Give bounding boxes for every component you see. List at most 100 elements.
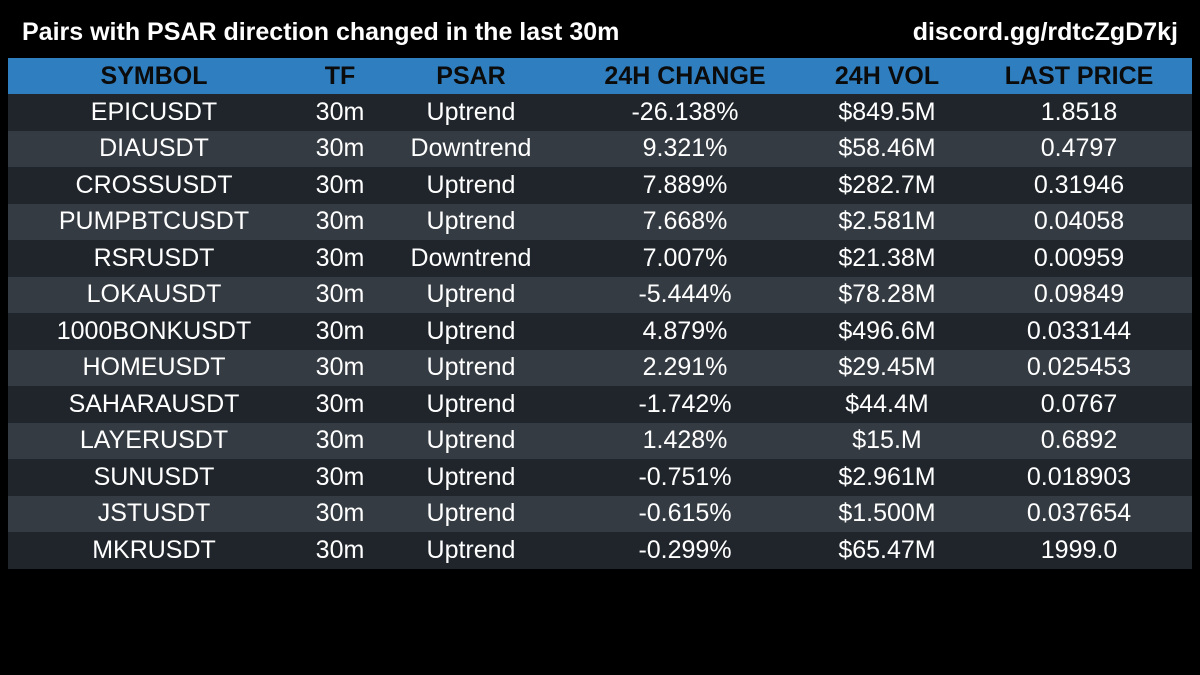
cell-24h-vol: $2.581M bbox=[808, 203, 966, 240]
cell-last-price: 0.018903 bbox=[966, 459, 1192, 496]
cell-24h-change: -1.742% bbox=[562, 386, 808, 423]
cell-tf: 30m bbox=[300, 276, 380, 313]
cell-psar: Uptrend bbox=[380, 313, 562, 350]
cell-24h-change: 1.428% bbox=[562, 422, 808, 459]
cell-symbol: RSRUSDT bbox=[8, 240, 300, 277]
table-row: RSRUSDT 30m Downtrend 7.007% $21.38M 0.0… bbox=[8, 240, 1192, 277]
cell-tf: 30m bbox=[300, 94, 380, 131]
cell-24h-change: -5.444% bbox=[562, 276, 808, 313]
table-body: EPICUSDT 30m Uptrend -26.138% $849.5M 1.… bbox=[8, 94, 1192, 569]
cell-tf: 30m bbox=[300, 240, 380, 277]
cell-24h-change: -26.138% bbox=[562, 94, 808, 131]
table-row: PUMPBTCUSDT 30m Uptrend 7.668% $2.581M 0… bbox=[8, 203, 1192, 240]
cell-symbol: PUMPBTCUSDT bbox=[8, 203, 300, 240]
table-row: SUNUSDT 30m Uptrend -0.751% $2.961M 0.01… bbox=[8, 459, 1192, 496]
cell-tf: 30m bbox=[300, 495, 380, 532]
cell-symbol: MKRUSDT bbox=[8, 532, 300, 569]
cell-psar: Uptrend bbox=[380, 495, 562, 532]
cell-last-price: 0.00959 bbox=[966, 240, 1192, 277]
cell-24h-change: 9.321% bbox=[562, 130, 808, 167]
cell-24h-vol: $65.47M bbox=[808, 532, 966, 569]
cell-symbol: 1000BONKUSDT bbox=[8, 313, 300, 350]
cell-24h-vol: $496.6M bbox=[808, 313, 966, 350]
cell-tf: 30m bbox=[300, 459, 380, 496]
column-header-tf[interactable]: TF bbox=[300, 58, 380, 94]
column-header-last-price[interactable]: LAST PRICE bbox=[966, 58, 1192, 94]
cell-psar: Uptrend bbox=[380, 532, 562, 569]
cell-psar: Downtrend bbox=[380, 240, 562, 277]
table-row: CROSSUSDT 30m Uptrend 7.889% $282.7M 0.3… bbox=[8, 167, 1192, 204]
cell-last-price: 0.0767 bbox=[966, 386, 1192, 423]
table-row: JSTUSDT 30m Uptrend -0.615% $1.500M 0.03… bbox=[8, 495, 1192, 532]
cell-24h-change: -0.615% bbox=[562, 495, 808, 532]
cell-24h-change: 4.879% bbox=[562, 313, 808, 350]
cell-last-price: 0.4797 bbox=[966, 130, 1192, 167]
cell-24h-vol: $1.500M bbox=[808, 495, 966, 532]
cell-24h-vol: $78.28M bbox=[808, 276, 966, 313]
cell-24h-vol: $849.5M bbox=[808, 94, 966, 131]
cell-24h-change: 7.668% bbox=[562, 203, 808, 240]
cell-symbol: LOKAUSDT bbox=[8, 276, 300, 313]
cell-last-price: 0.04058 bbox=[966, 203, 1192, 240]
discord-link[interactable]: discord.gg/rdtcZgD7kj bbox=[912, 18, 1178, 46]
cell-tf: 30m bbox=[300, 349, 380, 386]
table-row: DIAUSDT 30m Downtrend 9.321% $58.46M 0.4… bbox=[8, 130, 1192, 167]
cell-24h-change: 7.007% bbox=[562, 240, 808, 277]
cell-psar: Uptrend bbox=[380, 459, 562, 496]
cell-tf: 30m bbox=[300, 130, 380, 167]
cell-psar: Uptrend bbox=[380, 422, 562, 459]
cell-psar: Uptrend bbox=[380, 94, 562, 131]
pairs-table: SYMBOL TF PSAR 24H CHANGE 24H VOL LAST P… bbox=[8, 58, 1192, 569]
cell-psar: Downtrend bbox=[380, 130, 562, 167]
cell-symbol: HOMEUSDT bbox=[8, 349, 300, 386]
table-row: MKRUSDT 30m Uptrend -0.299% $65.47M 1999… bbox=[8, 532, 1192, 569]
cell-tf: 30m bbox=[300, 203, 380, 240]
cell-psar: Uptrend bbox=[380, 386, 562, 423]
cell-psar: Uptrend bbox=[380, 276, 562, 313]
cell-psar: Uptrend bbox=[380, 167, 562, 204]
column-header-psar[interactable]: PSAR bbox=[380, 58, 562, 94]
column-header-24h-vol[interactable]: 24H VOL bbox=[808, 58, 966, 94]
pairs-table-container: SYMBOL TF PSAR 24H CHANGE 24H VOL LAST P… bbox=[8, 58, 1192, 569]
table-row: EPICUSDT 30m Uptrend -26.138% $849.5M 1.… bbox=[8, 94, 1192, 131]
table-row: HOMEUSDT 30m Uptrend 2.291% $29.45M 0.02… bbox=[8, 349, 1192, 386]
table-row: LOKAUSDT 30m Uptrend -5.444% $78.28M 0.0… bbox=[8, 276, 1192, 313]
top-bar: Pairs with PSAR direction changed in the… bbox=[0, 0, 1200, 60]
cell-symbol: DIAUSDT bbox=[8, 130, 300, 167]
cell-last-price: 0.09849 bbox=[966, 276, 1192, 313]
cell-last-price: 0.033144 bbox=[966, 313, 1192, 350]
cell-psar: Uptrend bbox=[380, 203, 562, 240]
cell-psar: Uptrend bbox=[380, 349, 562, 386]
page-title: Pairs with PSAR direction changed in the… bbox=[22, 18, 620, 46]
cell-tf: 30m bbox=[300, 386, 380, 423]
column-header-24h-change[interactable]: 24H CHANGE bbox=[562, 58, 808, 94]
cell-tf: 30m bbox=[300, 532, 380, 569]
cell-24h-vol: $15.M bbox=[808, 422, 966, 459]
cell-24h-change: -0.751% bbox=[562, 459, 808, 496]
cell-last-price: 0.6892 bbox=[966, 422, 1192, 459]
cell-last-price: 0.025453 bbox=[966, 349, 1192, 386]
table-header-row: SYMBOL TF PSAR 24H CHANGE 24H VOL LAST P… bbox=[8, 58, 1192, 94]
cell-symbol: LAYERUSDT bbox=[8, 422, 300, 459]
cell-24h-vol: $21.38M bbox=[808, 240, 966, 277]
cell-symbol: EPICUSDT bbox=[8, 94, 300, 131]
cell-tf: 30m bbox=[300, 313, 380, 350]
cell-24h-change: -0.299% bbox=[562, 532, 808, 569]
cell-tf: 30m bbox=[300, 167, 380, 204]
cell-24h-vol: $44.4M bbox=[808, 386, 966, 423]
cell-24h-vol: $29.45M bbox=[808, 349, 966, 386]
cell-symbol: SAHARAUSDT bbox=[8, 386, 300, 423]
table-row: LAYERUSDT 30m Uptrend 1.428% $15.M 0.689… bbox=[8, 422, 1192, 459]
cell-24h-vol: $58.46M bbox=[808, 130, 966, 167]
cell-last-price: 1.8518 bbox=[966, 94, 1192, 131]
column-header-symbol[interactable]: SYMBOL bbox=[8, 58, 300, 94]
cell-symbol: SUNUSDT bbox=[8, 459, 300, 496]
table-row: 1000BONKUSDT 30m Uptrend 4.879% $496.6M … bbox=[8, 313, 1192, 350]
cell-24h-change: 2.291% bbox=[562, 349, 808, 386]
cell-24h-vol: $282.7M bbox=[808, 167, 966, 204]
cell-last-price: 0.31946 bbox=[966, 167, 1192, 204]
cell-24h-change: 7.889% bbox=[562, 167, 808, 204]
cell-last-price: 0.037654 bbox=[966, 495, 1192, 532]
cell-last-price: 1999.0 bbox=[966, 532, 1192, 569]
cell-tf: 30m bbox=[300, 422, 380, 459]
